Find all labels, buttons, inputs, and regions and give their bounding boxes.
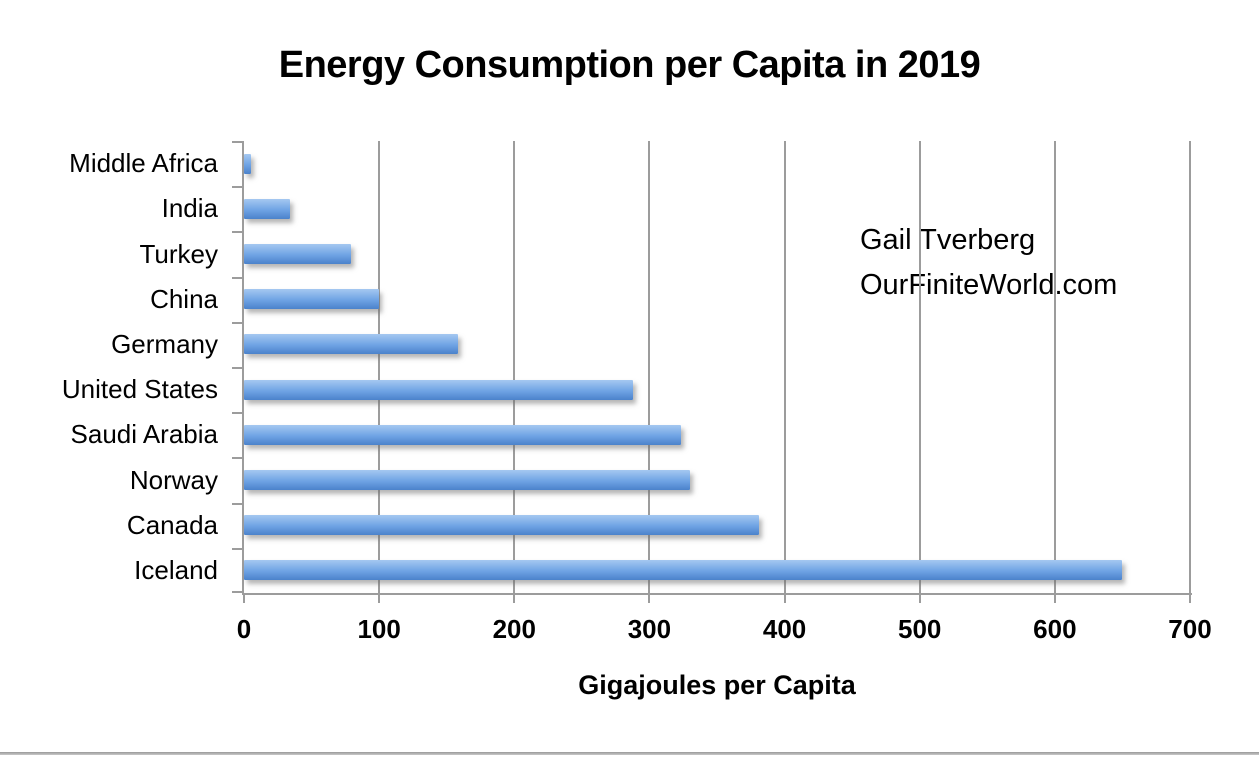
x-axis-title: Gigajoules per Capita: [578, 670, 856, 700]
y-tick-0: [232, 141, 242, 143]
annotation-watermark: Gail Tverberg OurFiniteWorld.com: [860, 218, 1117, 308]
x-tick-label-500: 500: [898, 614, 942, 644]
x-tick-300: [648, 593, 651, 603]
annotation-line-site: OurFiniteWorld.com: [860, 269, 1118, 301]
x-tick-400: [783, 593, 786, 603]
bottom-divider: [0, 752, 1259, 755]
annotation-line-author: Gail Tverberg: [860, 224, 1036, 256]
gridline-300: [648, 141, 651, 593]
bar-middle-africa: [244, 153, 251, 174]
category-labels: Middle Africa India Turkey China Germany Unit…: [0, 141, 218, 593]
y-tick-5: [232, 367, 242, 369]
category-label-middle-africa: Middle Africa: [69, 148, 218, 179]
bar-germany: [244, 334, 458, 355]
gridline-700: [1189, 141, 1191, 593]
bar-saudi-arabia: [244, 424, 681, 445]
bar-united-states: [244, 379, 634, 400]
bar-iceland: [244, 560, 1123, 581]
x-tick-0: [243, 593, 245, 603]
y-tick-8: [232, 503, 242, 505]
bar-india: [244, 198, 290, 219]
x-tick-200: [513, 593, 516, 603]
x-tick-label-200: 200: [492, 614, 536, 644]
category-label-iceland: Iceland: [134, 554, 218, 585]
x-tick-label-400: 400: [762, 614, 807, 644]
bar-norway: [244, 470, 690, 490]
gridline-200: [513, 141, 516, 593]
y-tick-1: [232, 186, 242, 188]
x-tick-label-700: 700: [1168, 614, 1212, 644]
plot-area: [232, 141, 1192, 603]
bar-canada: [244, 515, 759, 536]
bar-turkey: [244, 244, 351, 264]
x-tick-label-600: 600: [1033, 614, 1077, 644]
y-tick-9: [232, 548, 242, 550]
x-tick-700: [1189, 593, 1191, 603]
gridline-600: [1053, 141, 1056, 593]
category-label-canada: Canada: [126, 509, 218, 540]
x-tick-label-300: 300: [627, 614, 672, 644]
bar-china: [244, 289, 380, 310]
y-tick-3: [232, 277, 242, 279]
category-label-norway: Norway: [129, 464, 218, 495]
y-tick-6: [232, 412, 242, 414]
x-tick-600: [1053, 593, 1056, 603]
category-label-china: China: [150, 283, 218, 314]
gridline-500: [918, 141, 921, 593]
x-tick-500: [918, 593, 921, 603]
chart-title: Energy Consumption per Capita in 2019: [278, 44, 981, 86]
category-label-india: India: [161, 193, 218, 224]
gridline-400: [783, 141, 786, 593]
x-axis-line: [242, 593, 1192, 595]
x-tick-label-100: 100: [357, 614, 401, 644]
x-tick-label-0: 0: [236, 614, 252, 644]
gridline-100: [378, 141, 381, 593]
y-tick-10: [232, 591, 242, 593]
x-tick-100: [378, 593, 381, 603]
y-tick-4: [232, 322, 242, 324]
y-axis-line: [242, 141, 244, 593]
category-label-turkey: Turkey: [139, 238, 219, 269]
category-label-germany: Germany: [111, 328, 218, 359]
y-tick-7: [232, 457, 242, 459]
x-tick-labels: 0 100 200 300 400 500 600 700: [237, 614, 1212, 648]
category-label-saudi-arabia: Saudi Arabia: [70, 419, 218, 450]
category-label-united-states: United States: [61, 374, 218, 405]
y-tick-2: [232, 231, 242, 233]
